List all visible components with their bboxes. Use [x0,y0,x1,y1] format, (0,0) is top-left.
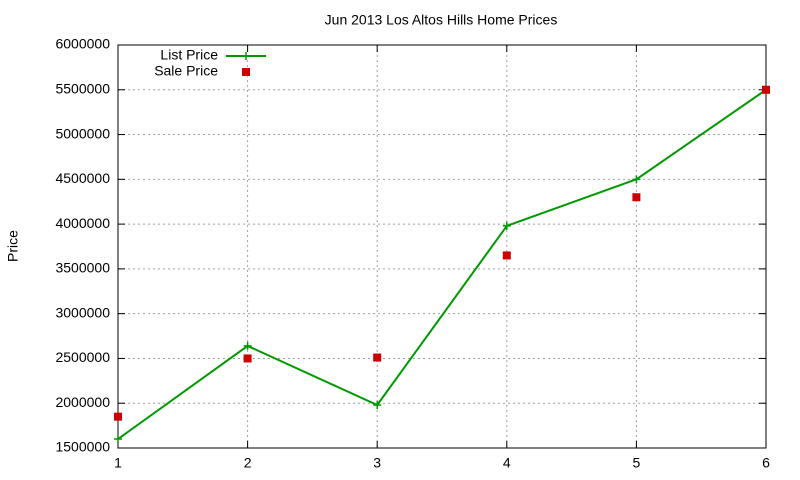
series-line [117,88,767,440]
y-tick-label: 5000000 [55,125,110,141]
point-marker [114,412,122,421]
x-tick-label: 1 [114,455,122,471]
x-tick-label: 2 [244,455,252,471]
y-tick-label: 3000000 [55,304,110,320]
plot-frame [117,44,767,449]
legend-swatch [242,52,250,60]
point-marker [632,175,641,184]
y-tick-label: 4000000 [55,215,110,231]
y-tick-label: 2000000 [55,394,110,410]
chart-title: Jun 2013 Los Altos Hills Home Prices [325,12,558,28]
point-marker [502,221,511,230]
point-marker [243,341,252,350]
point-marker [243,354,252,363]
legend-label: List Price [160,47,218,63]
y-tick-label: 2500000 [55,349,110,365]
y-tick-label: 4500000 [55,170,110,186]
point-marker [373,353,382,362]
y-tick-label: 1500000 [55,439,110,455]
y-axis-label: Price [5,230,21,262]
point-marker [373,401,382,410]
x-tick-label: 4 [503,455,511,471]
legend-swatch [242,68,250,76]
point-marker [632,193,641,202]
point-marker [762,85,770,94]
y-tick-label: 3500000 [55,260,110,276]
point-marker [502,251,511,260]
x-tick-label: 3 [373,455,381,471]
legend-label: Sale Price [154,63,218,79]
y-tick-label: 5500000 [55,80,110,96]
point-marker [114,435,122,444]
x-tick-label: 6 [762,455,770,471]
x-tick-label: 5 [633,455,641,471]
y-tick-label: 6000000 [55,36,110,52]
